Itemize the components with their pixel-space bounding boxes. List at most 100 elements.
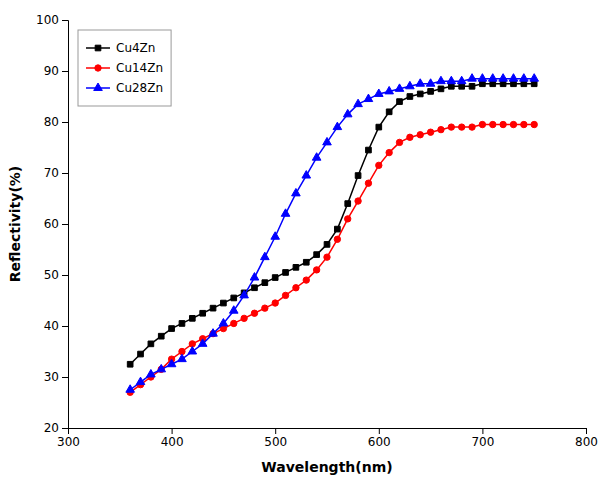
point bbox=[509, 74, 518, 81]
point bbox=[416, 79, 425, 86]
point bbox=[480, 81, 486, 87]
y-tick-label: 80 bbox=[44, 115, 59, 129]
legend-item: Cu28Zn bbox=[86, 81, 163, 95]
legend-label: Cu28Zn bbox=[116, 81, 163, 95]
point bbox=[189, 316, 195, 322]
y-tick-label: 20 bbox=[44, 421, 59, 435]
x-tick-mark bbox=[482, 428, 483, 434]
point bbox=[376, 162, 382, 168]
x-tick: 700 bbox=[471, 428, 494, 449]
plot-area: 3004005006007008002030405060708090100Wav… bbox=[7, 13, 598, 475]
point bbox=[229, 306, 238, 313]
point bbox=[251, 310, 257, 316]
point bbox=[271, 232, 280, 239]
point bbox=[396, 139, 402, 145]
point bbox=[167, 359, 176, 366]
point bbox=[241, 315, 247, 321]
point bbox=[448, 83, 454, 89]
point bbox=[386, 109, 392, 115]
x-tick-label: 400 bbox=[161, 435, 184, 449]
point bbox=[355, 173, 361, 179]
point bbox=[335, 226, 341, 232]
point bbox=[127, 361, 133, 367]
point bbox=[386, 149, 392, 155]
point bbox=[417, 132, 423, 138]
point bbox=[469, 83, 475, 89]
point bbox=[406, 81, 415, 88]
series-line bbox=[130, 79, 534, 390]
point bbox=[157, 364, 166, 371]
y-tick: 30 bbox=[44, 370, 68, 384]
point bbox=[314, 252, 320, 258]
point bbox=[281, 209, 290, 216]
point bbox=[209, 329, 218, 336]
point bbox=[417, 91, 423, 97]
point bbox=[200, 310, 206, 316]
x-axis-line bbox=[69, 429, 587, 435]
series bbox=[127, 81, 537, 367]
x-tick-mark bbox=[379, 428, 380, 434]
y-tick: 70 bbox=[44, 166, 68, 180]
point bbox=[488, 74, 497, 81]
point bbox=[364, 94, 373, 101]
point bbox=[531, 81, 537, 87]
chart: 3004005006007008002030405060708090100Wav… bbox=[0, 0, 610, 484]
point bbox=[188, 347, 197, 354]
y-tick-label: 40 bbox=[44, 319, 59, 333]
y-tick-mark bbox=[62, 20, 68, 21]
point bbox=[261, 252, 270, 259]
x-axis: 300400500600700800 bbox=[57, 428, 598, 449]
point bbox=[198, 339, 207, 346]
point bbox=[169, 326, 175, 332]
legend-marker bbox=[95, 45, 101, 51]
series bbox=[126, 74, 539, 393]
point bbox=[354, 99, 363, 106]
point bbox=[511, 81, 517, 87]
x-axis-title: Wavelength(nm) bbox=[261, 459, 392, 475]
point bbox=[179, 321, 185, 327]
point bbox=[345, 216, 351, 222]
point bbox=[366, 147, 372, 153]
y-tick: 60 bbox=[44, 217, 68, 231]
point bbox=[500, 121, 506, 127]
point bbox=[303, 259, 309, 265]
y-tick: 80 bbox=[44, 115, 68, 129]
y-tick-mark bbox=[62, 428, 68, 429]
point bbox=[282, 292, 288, 298]
point bbox=[345, 201, 351, 207]
x-tick-mark bbox=[586, 428, 587, 434]
point bbox=[231, 320, 237, 326]
point bbox=[407, 134, 413, 140]
x-tick-label: 600 bbox=[368, 435, 391, 449]
point bbox=[375, 89, 384, 96]
series bbox=[127, 121, 537, 395]
x-tick: 500 bbox=[264, 428, 287, 449]
y-tick: 100 bbox=[36, 13, 68, 27]
legend: Cu4ZnCu14ZnCu28Zn bbox=[78, 30, 171, 106]
y-axis-line bbox=[62, 21, 69, 429]
y-tick: 40 bbox=[44, 319, 68, 333]
point bbox=[343, 109, 352, 116]
point bbox=[478, 74, 487, 81]
point bbox=[407, 94, 413, 100]
point bbox=[324, 254, 330, 260]
y-tick-mark bbox=[62, 224, 68, 225]
y-tick-label: 100 bbox=[36, 13, 59, 27]
y-tick-mark bbox=[62, 173, 68, 174]
point bbox=[510, 121, 516, 127]
point bbox=[531, 121, 537, 127]
y-tick: 50 bbox=[44, 268, 68, 282]
point bbox=[426, 79, 435, 86]
series-line bbox=[130, 125, 534, 393]
point bbox=[219, 318, 228, 325]
legend-marker bbox=[95, 65, 101, 71]
y-tick-label: 30 bbox=[44, 370, 59, 384]
y-tick-mark bbox=[62, 326, 68, 327]
point bbox=[262, 280, 268, 286]
point bbox=[438, 126, 444, 132]
point bbox=[520, 74, 529, 81]
point bbox=[324, 242, 330, 248]
y-tick-label: 50 bbox=[44, 268, 59, 282]
x-tick-label: 300 bbox=[57, 435, 80, 449]
point bbox=[272, 300, 278, 306]
